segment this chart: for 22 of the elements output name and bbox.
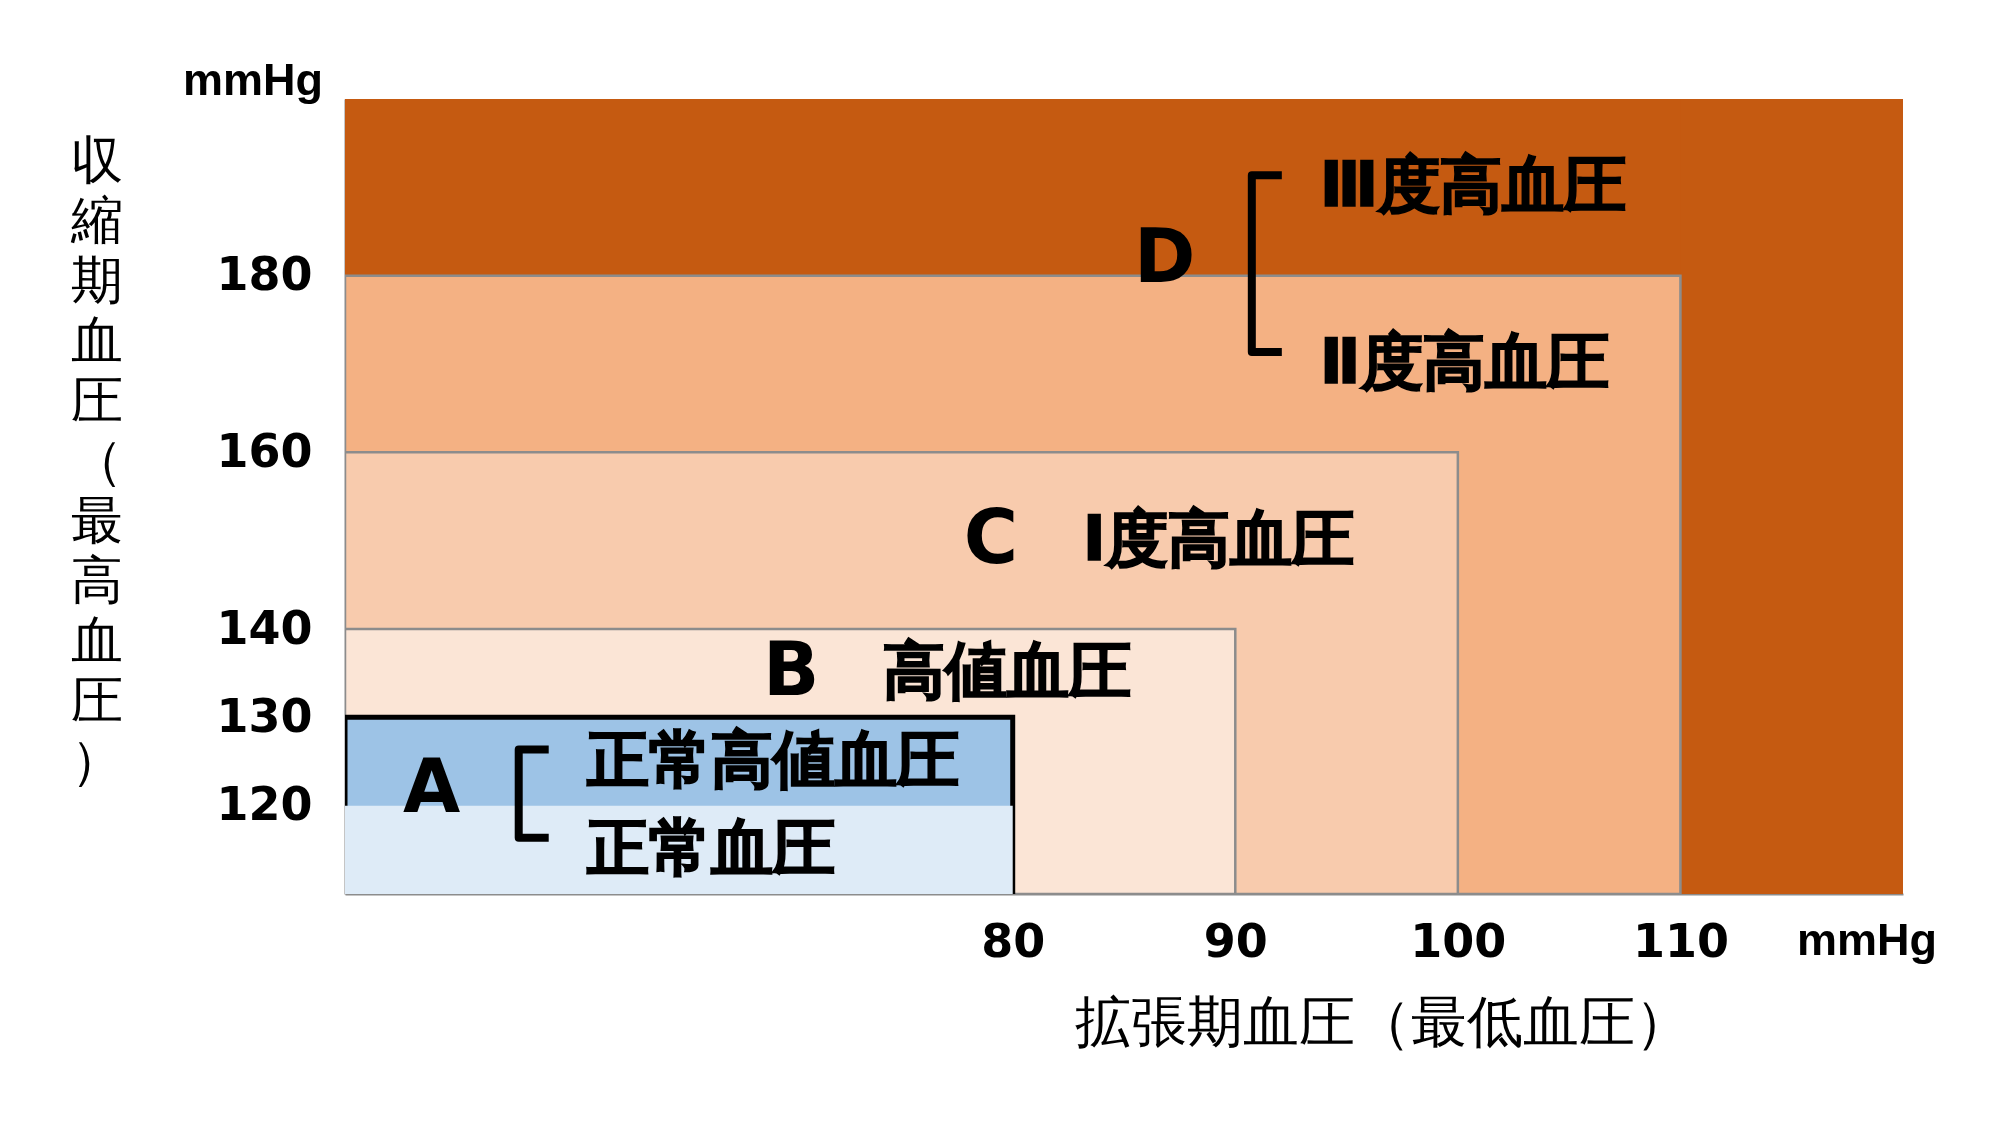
annotation: B (763, 626, 820, 713)
text: mmHg (182, 54, 323, 105)
series-label: 高値血圧 (883, 634, 1132, 708)
x-tick-label: 100 (1410, 913, 1507, 968)
y-tick-label: 160 (216, 423, 313, 478)
x-tick-label: 90 (1203, 913, 1268, 968)
y-tick-label: 120 (216, 777, 313, 832)
x-tick-label: 80 (981, 913, 1046, 968)
series-label: Ⅰ度高血圧 (1082, 501, 1354, 575)
x-axis-title: 拡張期血圧（最低血圧） (1075, 988, 1692, 1054)
series-label: 正常血圧 (585, 810, 835, 884)
band-label: Ⅲ度高血圧 (1319, 148, 1627, 222)
x-tick-label: 110 (1632, 913, 1729, 968)
legend-label: 正常高値血圧 (585, 722, 959, 796)
annotation: A (403, 742, 461, 829)
y-tick-label: 180 (216, 247, 313, 302)
series-label: Ⅱ度高血圧 (1319, 325, 1609, 398)
text: mmHg (1797, 914, 1938, 965)
annotation: C (963, 493, 1018, 580)
text: 収縮期血圧（最高血圧） (71, 130, 123, 790)
y-tick-label: 130 (216, 688, 313, 743)
y-tick-label: 140 (216, 600, 313, 655)
